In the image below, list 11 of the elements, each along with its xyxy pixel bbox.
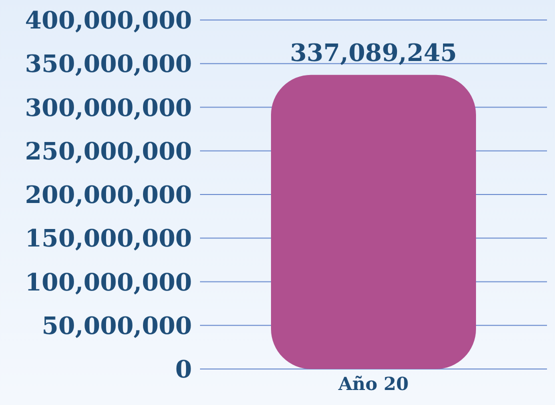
y-tick-label: 100,000,000: [24, 267, 192, 296]
y-tick-label: 300,000,000: [24, 92, 192, 122]
y-tick-label: 350,000,000: [24, 49, 192, 78]
y-tick-label: 200,000,000: [24, 180, 192, 210]
y-tick-label: 50,000,000: [42, 310, 192, 340]
data-label: 337,089,245: [290, 38, 458, 67]
y-tick-label: 250,000,000: [24, 136, 192, 166]
y-tick-label: 0: [175, 354, 192, 384]
y-tick-label: 150,000,000: [24, 224, 192, 253]
x-tick-label: Año 20: [337, 374, 409, 395]
y-tick-label: 400,000,000: [24, 6, 192, 35]
